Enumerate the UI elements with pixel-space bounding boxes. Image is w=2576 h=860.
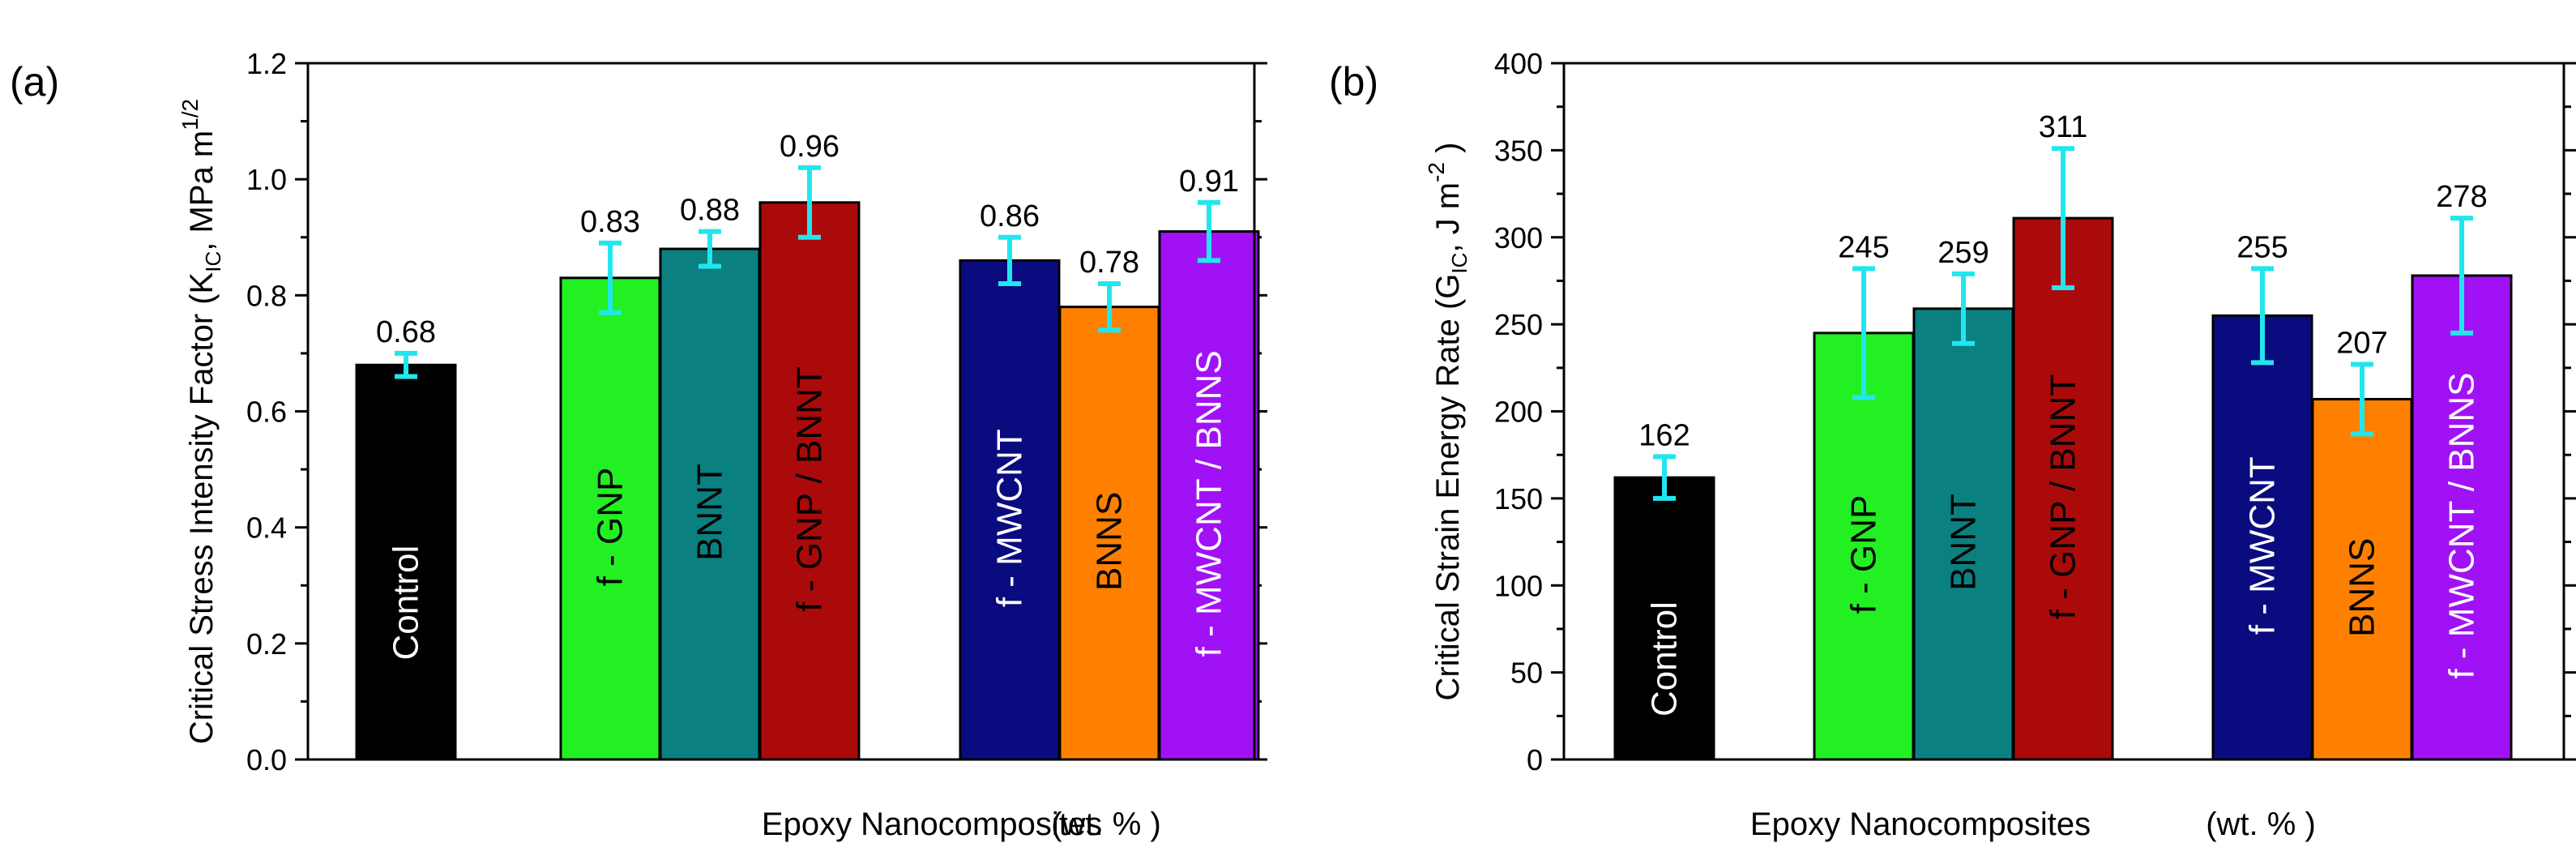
data-label: 162 (1638, 418, 1690, 452)
data-label: 0.88 (680, 194, 740, 228)
data-label: 245 (1838, 230, 1889, 264)
data-label: 278 (2436, 180, 2487, 214)
bar-name-label: f - MWCNT / BNNS (2442, 372, 2482, 678)
bar-name-label: f - GNP / BNNT (790, 366, 830, 611)
data-label: 0.68 (376, 315, 436, 349)
data-label: 259 (1937, 236, 1989, 270)
bar (355, 363, 457, 761)
bar-name-label: BNNT (690, 464, 730, 561)
bar (1613, 476, 1715, 761)
y-tick-label: 250 (1494, 308, 1543, 341)
data-label: 255 (2236, 230, 2288, 264)
data-label: 0.78 (1079, 246, 1139, 280)
data-label: 0.91 (1179, 165, 1239, 199)
x-axis-label: Epoxy Nanocomposites (762, 807, 1102, 842)
bar-name-label: Control (387, 546, 426, 661)
bar (959, 259, 1061, 761)
y-tick-label: 300 (1494, 221, 1543, 255)
y-tick-label: 350 (1494, 134, 1543, 167)
x-axis-unit: (wt. % ) (2206, 807, 2316, 842)
bar (2012, 216, 2114, 761)
bar-name-label: BNNS (2343, 538, 2382, 637)
bar-name-label: Control (1645, 601, 1685, 717)
y-tick-label: 1.2 (246, 47, 287, 80)
bar-name-label: f - MWCNT (2243, 456, 2283, 635)
bar-name-label: f - GNP (591, 468, 630, 587)
y-tick-label: 400 (1494, 47, 1543, 80)
y-tick-label: 0.4 (246, 511, 287, 545)
y-tick-label: 200 (1494, 396, 1543, 429)
y-tick-label: 100 (1494, 569, 1543, 602)
y-tick-label: 0.8 (246, 279, 287, 312)
y-tick-label: 50 (1510, 657, 1543, 690)
data-label: 311 (2039, 110, 2088, 144)
panel-label: (b) (1329, 59, 1378, 105)
bar-name-label: f - MWCNT (990, 429, 1030, 607)
bar-name-label: f - GNP / BNNT (2044, 374, 2083, 619)
bar-name-label: BNNT (1944, 494, 1984, 591)
data-label: 0.83 (580, 205, 640, 239)
y-tick-label: 0.0 (246, 743, 287, 777)
bar-name-label: f - GNP (1844, 495, 1884, 614)
bar-name-label: f - MWCNT / BNNS (1190, 350, 1229, 657)
bar (1912, 307, 2014, 761)
bar (758, 201, 861, 761)
x-axis-label: Epoxy Nanocomposites (1750, 807, 2091, 842)
bar-name-label: BNNS (1090, 492, 1130, 591)
data-label: 0.96 (780, 130, 839, 164)
y-tick-label: 0 (1527, 743, 1543, 777)
bar (2211, 314, 2313, 761)
panel-a: (a) 0.0 0.2 0.4 0.6 0.8 1.0 1.2 Control 0.68 f - G… (10, 47, 1267, 842)
y-tick-label: 0.2 (246, 627, 287, 661)
data-label: 0.86 (980, 199, 1040, 233)
plot-frame (1562, 62, 2565, 761)
y-tick-label: 1.0 (246, 163, 287, 196)
panel-label: (a) (10, 59, 59, 105)
plot-frame (306, 62, 1256, 761)
y-tick-label: 150 (1494, 482, 1543, 516)
panel-b: (b) 0 50 100 150 200 250 300 350 400 Control 162 f -… (1329, 47, 2576, 842)
data-label: 207 (2336, 327, 2387, 361)
x-axis-unit: (wt. % ) (1051, 807, 1161, 842)
y-tick-label: 0.6 (246, 396, 287, 429)
y-axis-label: Critical Stress Intensity Factor (KIC, M… (177, 99, 225, 744)
bar (1158, 230, 1260, 761)
y-axis-label: Critical Strain Energy Rate (GIC, J m-2 … (1424, 143, 1472, 701)
